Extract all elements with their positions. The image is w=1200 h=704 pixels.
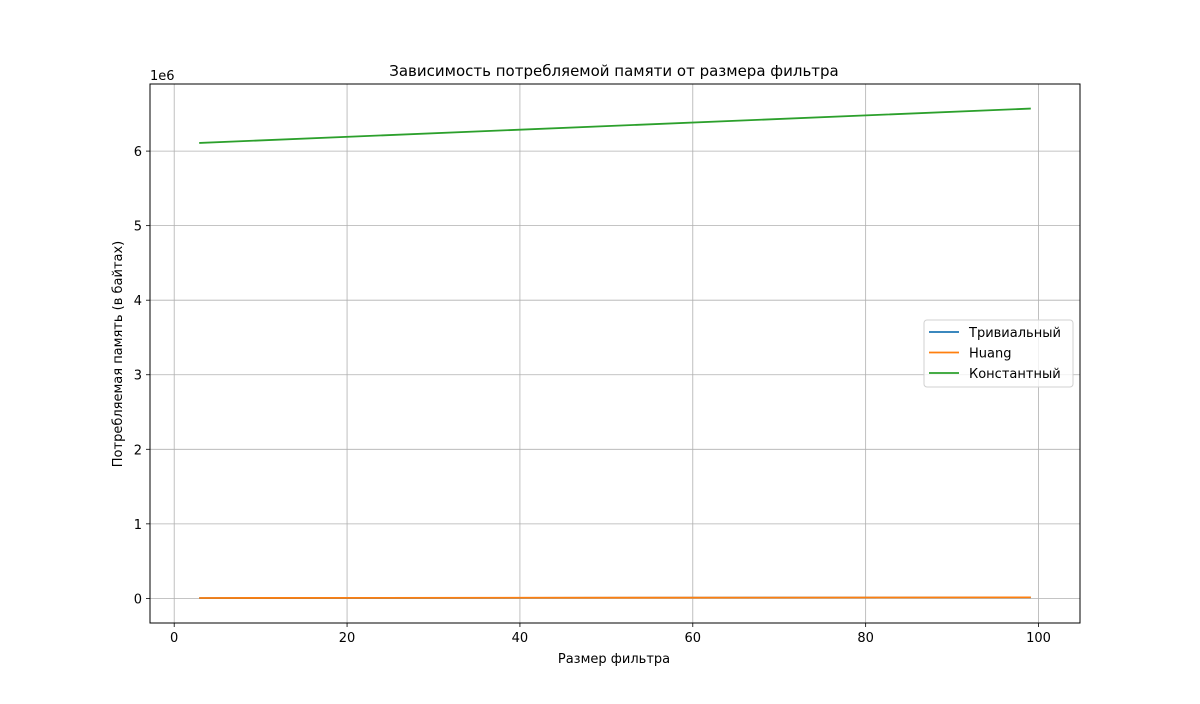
y-tick-label: 4 — [134, 294, 142, 309]
chart-title: Зависимость потребляемой памяти от разме… — [389, 62, 839, 80]
x-tick-label: 100 — [1026, 631, 1051, 646]
x-tick-label: 20 — [339, 631, 356, 646]
plot-frame — [149, 83, 1081, 624]
y-tick-label: 3 — [134, 369, 142, 384]
legend: Тривиальный Huang Константный — [923, 319, 1074, 388]
y-tick-label: 1 — [134, 518, 142, 533]
legend-label-2: Huang — [969, 347, 1011, 362]
y-tick-label: 0 — [134, 592, 142, 607]
y-tick-label: 6 — [134, 145, 142, 160]
y-tick-label: 2 — [134, 443, 142, 458]
x-tick-label: 60 — [685, 631, 702, 646]
y-axis-offset-label: 1e6 — [150, 69, 175, 84]
y-axis: 0 1 2 3 4 5 6 — [134, 145, 150, 607]
x-tick-label: 80 — [857, 631, 874, 646]
y-axis-label: Потребляемая память (в байтах) — [111, 241, 126, 467]
x-axis: 0 20 40 60 80 100 — [170, 623, 1051, 646]
series-line-3 — [199, 107, 1031, 144]
series-lines — [199, 107, 1031, 600]
legend-label-3: Константный — [969, 367, 1061, 382]
legend-box — [923, 319, 1074, 388]
series-line-2 — [199, 596, 1031, 599]
x-axis-label: Размер фильтра — [558, 652, 670, 667]
legend-label-1: Тривиальный — [968, 326, 1061, 341]
y-tick-label: 5 — [134, 220, 142, 235]
x-tick-label: 40 — [512, 631, 529, 646]
x-tick-label: 0 — [170, 631, 178, 646]
